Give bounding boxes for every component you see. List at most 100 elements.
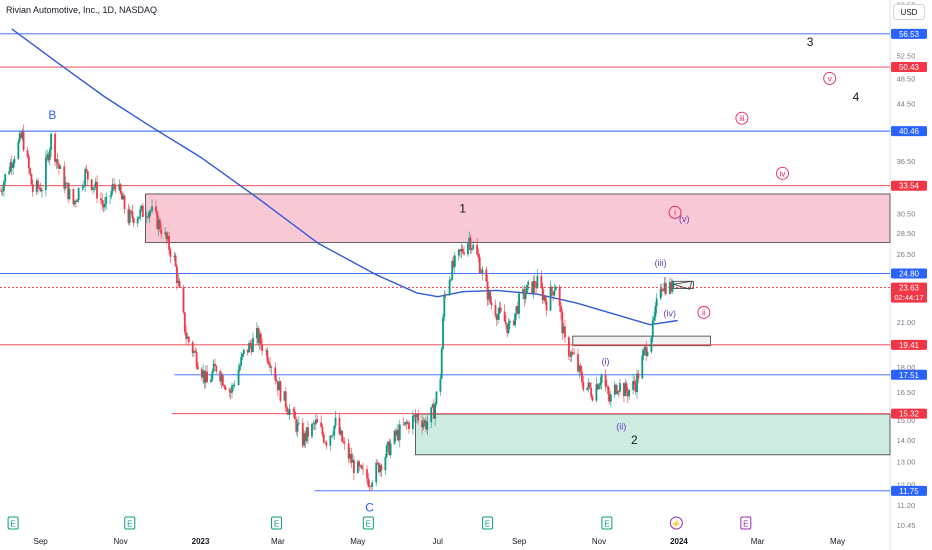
earnings-glyph: E <box>743 520 748 529</box>
candle-body <box>132 217 135 224</box>
candle-body <box>342 441 345 443</box>
candle-body <box>564 326 566 338</box>
candle-body <box>653 316 655 321</box>
candle-body <box>229 391 232 393</box>
candle-body <box>413 414 416 416</box>
candle-body <box>186 336 189 339</box>
candle-body <box>514 313 517 325</box>
y-tick-8: 28.50 <box>897 229 916 238</box>
candle-body <box>535 287 537 289</box>
earnings-icon <box>482 516 494 530</box>
candle-body <box>211 371 214 380</box>
candle-body <box>204 371 207 383</box>
candle-body <box>558 286 561 306</box>
candle-body <box>333 425 336 436</box>
candle-body <box>307 427 309 437</box>
candle-body <box>1 191 4 192</box>
candle-body <box>637 373 640 379</box>
candle-body <box>467 243 469 255</box>
candle-body <box>13 158 16 164</box>
wave-label-i: i <box>674 208 676 217</box>
symbol-title[interactable]: Rivian Automotive, Inc., 1D, NASDAQ <box>6 5 158 15</box>
candle-body <box>596 384 599 390</box>
candle-body <box>27 156 30 169</box>
candle-body <box>430 407 433 422</box>
candle-body <box>540 275 543 287</box>
y-tick-18: 12.00 <box>897 481 916 490</box>
candle-body <box>321 426 324 435</box>
candle-body <box>50 134 53 150</box>
candle-body <box>452 260 455 267</box>
candle-body <box>499 307 502 312</box>
candle-body <box>56 159 59 165</box>
candle-body <box>573 353 576 355</box>
candle-body <box>250 345 253 352</box>
y-tick-9: 26.50 <box>897 250 916 259</box>
candle-body <box>417 414 420 421</box>
y-tick-2: 52.50 <box>897 51 916 60</box>
candle-body <box>607 386 610 395</box>
candle-body <box>661 288 663 291</box>
price-tag-label-7: 17.51 <box>899 371 920 380</box>
candle-body <box>120 193 123 200</box>
earnings-glyph: E <box>127 520 132 529</box>
candle-body <box>259 333 262 345</box>
candle-body <box>415 414 418 417</box>
candle-body <box>139 209 142 217</box>
wave-label-iv: iv <box>780 169 786 178</box>
candle-body <box>193 351 195 353</box>
candle-body <box>662 290 665 292</box>
candle-body <box>178 280 181 288</box>
candle-body <box>552 291 555 296</box>
candle-body <box>543 295 545 301</box>
price-tag-label-8: 15.32 <box>899 410 920 419</box>
candle-body <box>451 260 454 280</box>
candle-body <box>3 181 5 192</box>
candle-body <box>664 282 667 294</box>
candle-body <box>270 367 273 368</box>
candle-body <box>405 421 408 424</box>
x-tick-9: Mar <box>751 537 765 546</box>
y-tick-3: 48.50 <box>897 74 916 83</box>
candle-body <box>536 275 539 289</box>
candle-body <box>41 190 43 192</box>
candle-body <box>470 248 473 251</box>
candle-body <box>100 198 102 201</box>
candle-body <box>329 435 332 446</box>
candle-body <box>569 356 572 357</box>
candle-body <box>588 382 591 389</box>
candle-body <box>489 291 492 303</box>
candle-body <box>655 298 658 307</box>
candle-body <box>31 184 34 192</box>
earnings-glyph: E <box>274 520 279 529</box>
candle-body <box>590 388 593 397</box>
candle-body <box>469 237 472 251</box>
candle-body <box>523 289 526 299</box>
candle-body <box>65 182 68 184</box>
candle-body <box>283 391 286 401</box>
candle-body <box>224 386 227 390</box>
candle-body <box>123 195 126 210</box>
candle-body <box>394 430 397 436</box>
price-tag-label-2: 40.46 <box>899 127 920 136</box>
wave-label-B: B <box>48 108 56 122</box>
candle-body <box>380 465 383 471</box>
candle-body <box>334 417 337 426</box>
candle-body <box>12 163 15 168</box>
candle-body <box>203 370 206 383</box>
y-tick-7: 30.50 <box>897 209 916 218</box>
candle-body <box>591 396 594 401</box>
earnings-icon <box>124 516 136 530</box>
candle-body <box>554 286 557 291</box>
candle-body <box>200 369 203 378</box>
candle-body <box>356 461 359 474</box>
price-tag-6 <box>891 339 927 350</box>
candle-body <box>586 387 589 390</box>
currency-button[interactable]: USD <box>893 4 925 20</box>
candle-body <box>138 216 140 219</box>
candle-body <box>508 320 511 323</box>
candle-body <box>288 409 291 415</box>
y-tick-14: 16.50 <box>897 388 916 397</box>
candle-body <box>397 429 400 441</box>
